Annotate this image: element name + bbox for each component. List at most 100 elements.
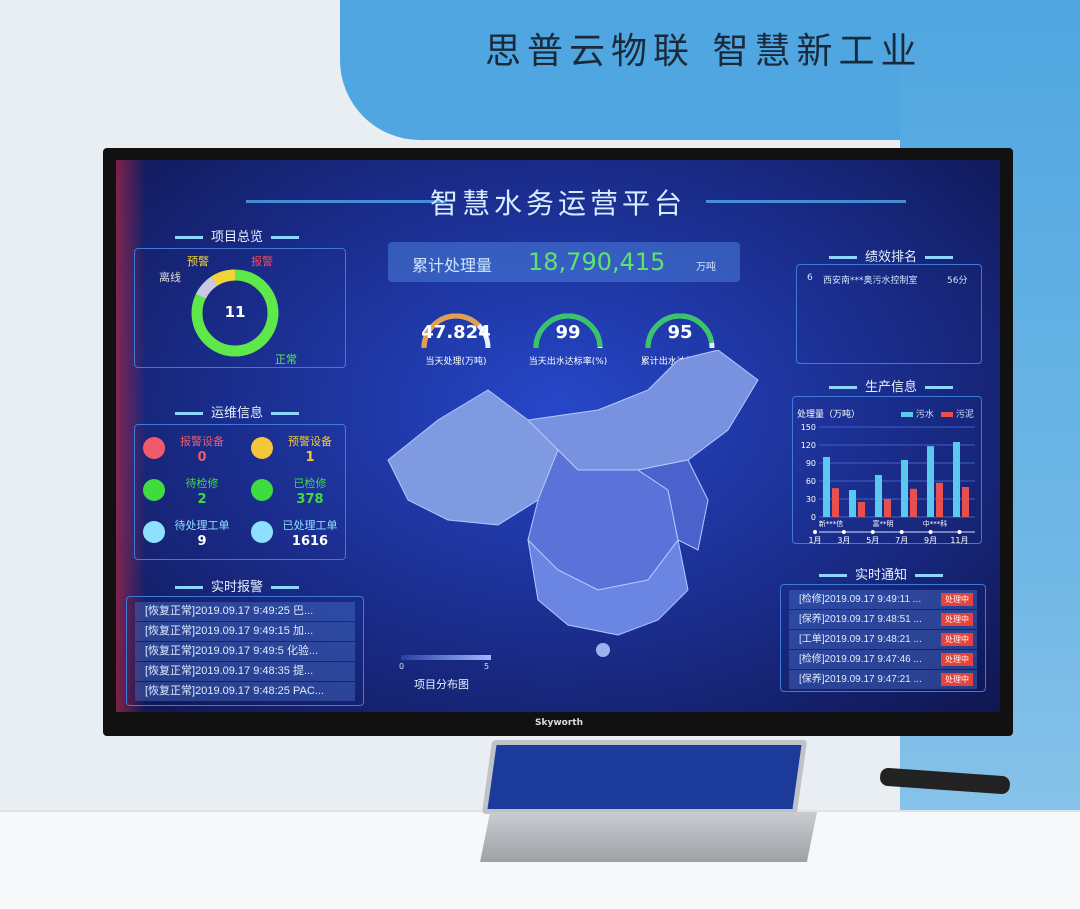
ops-value: 1616 bbox=[291, 534, 329, 549]
timeline-label: 3月 bbox=[837, 536, 850, 545]
gauge-label: 当天出水达标率(%) bbox=[528, 357, 608, 367]
timeline-label: 7月 bbox=[895, 536, 908, 545]
ops-value: 2 bbox=[197, 492, 207, 507]
ops-label: 已处理工单 bbox=[282, 519, 338, 532]
notice-row[interactable]: [检修]2019.09.17 9:49:11 ... 处理中 bbox=[789, 590, 977, 609]
china-map bbox=[387, 350, 759, 657]
timeline-dot[interactable] bbox=[813, 530, 817, 534]
wrench-icon bbox=[251, 479, 273, 501]
bar-污水 bbox=[927, 446, 934, 517]
gauge-label: 当天处理(万吨) bbox=[425, 357, 487, 367]
bar-污水 bbox=[901, 460, 908, 517]
legend-alarm: 报警 bbox=[251, 255, 273, 268]
overview-total: 11 bbox=[224, 303, 246, 321]
total-value: 18,790,415 bbox=[528, 248, 666, 276]
y-tick-label: 90 bbox=[806, 459, 816, 468]
legend-series-0: 污水 bbox=[901, 407, 934, 420]
ops-label: 待检修 bbox=[185, 477, 219, 490]
legend-series-1: 污泥 bbox=[941, 407, 974, 420]
laptop-base bbox=[480, 812, 817, 862]
gauge-0 bbox=[421, 313, 491, 349]
ranking-name[interactable]: 西安南***奥污水控制室 bbox=[823, 276, 918, 286]
ranking-score: 56分 bbox=[947, 276, 968, 286]
map-region-north bbox=[526, 350, 759, 471]
bar-污泥 bbox=[832, 488, 839, 517]
alarm-row[interactable]: [恢复正常]2019.09.17 9:49:15 加... bbox=[135, 622, 355, 641]
production-title: 生产信息 bbox=[786, 376, 996, 395]
ops-value: 9 bbox=[197, 534, 207, 549]
dashboard-screen: 智慧水务运营平台 项目总览 11 预警 报警 离线 正常 运维信息 报警设备 0… bbox=[116, 160, 1000, 712]
ops-label: 待处理工单 bbox=[174, 519, 230, 532]
timeline-dot[interactable] bbox=[899, 530, 904, 534]
bar-污泥 bbox=[936, 482, 943, 517]
status-badge[interactable]: 处理中 bbox=[941, 633, 973, 646]
laptop-screen bbox=[481, 740, 808, 814]
overview-title: 项目总览 bbox=[132, 226, 342, 245]
timeline-dot[interactable] bbox=[957, 530, 962, 534]
bar-污泥 bbox=[884, 499, 891, 517]
y-tick-label: 30 bbox=[806, 495, 816, 504]
timeline-label: 9月 bbox=[924, 536, 937, 545]
notice-row[interactable]: [保养]2019.09.17 9:47:21 ... 处理中 bbox=[789, 670, 977, 689]
map-legend-bar bbox=[401, 655, 491, 660]
map-legend-min: 0 bbox=[399, 662, 405, 671]
legend-offline: 离线 bbox=[159, 271, 181, 284]
alarm-row[interactable]: [恢复正常]2019.09.17 9:48:35 提... bbox=[135, 662, 355, 681]
overview-panel: 11 预警 报警 离线 正常 bbox=[134, 248, 346, 368]
alarm-row[interactable]: [恢复正常]2019.09.17 9:49:5 化验... bbox=[135, 642, 355, 661]
timeline-dot[interactable] bbox=[841, 530, 846, 534]
donut-warning-segment bbox=[191, 269, 279, 357]
alarm-device-icon bbox=[143, 437, 165, 459]
status-badge[interactable]: 处理中 bbox=[941, 673, 973, 686]
total-label: 累计处理量 bbox=[412, 256, 493, 275]
x-tick-label: 中***科 bbox=[923, 519, 948, 528]
ranking-title: 绩效排名 bbox=[786, 246, 996, 265]
gauge-1 bbox=[533, 313, 603, 349]
x-tick-label: 新***信 bbox=[819, 519, 844, 528]
ranking-rank: 6 bbox=[807, 273, 813, 283]
bar-污泥 bbox=[858, 502, 865, 517]
ops-value: 1 bbox=[305, 450, 315, 465]
notices-title: 实时通知 bbox=[776, 564, 986, 583]
map-title: 项目分布图 bbox=[414, 678, 469, 691]
map-legend-max: 5 bbox=[484, 662, 490, 671]
status-donut bbox=[191, 269, 279, 357]
bar-污水 bbox=[875, 475, 882, 517]
map-region-east bbox=[636, 459, 709, 551]
alarms-panel: [恢复正常]2019.09.17 9:49:25 巴... [恢复正常]2019.… bbox=[126, 596, 364, 706]
timeline-dot[interactable] bbox=[928, 530, 933, 534]
gauge-value: 99 bbox=[555, 322, 581, 343]
map-region-south bbox=[527, 538, 689, 636]
legend-normal: 正常 bbox=[275, 353, 297, 366]
gauge-2 bbox=[645, 313, 715, 349]
wall-slogan: 思普云物联 智慧新工业 bbox=[485, 31, 923, 72]
notice-row[interactable]: [工单]2019.09.17 9:48:21 ... 处理中 bbox=[789, 630, 977, 649]
bar-污泥 bbox=[962, 487, 969, 517]
document-icon bbox=[251, 521, 273, 543]
tv-brand: Skyworth bbox=[535, 718, 583, 728]
production-panel: 处理量（万吨） 污水 污泥 0 30 60 90 120 150 新***信 富**明 中***… bbox=[792, 396, 982, 545]
notices-panel: [检修]2019.09.17 9:49:11 ... 处理中 [保养]2019.09… bbox=[780, 584, 986, 692]
bar-污泥 bbox=[910, 488, 917, 517]
alarm-row[interactable]: [恢复正常]2019.09.17 9:48:25 PAC... bbox=[135, 682, 355, 701]
status-badge[interactable]: 处理中 bbox=[941, 613, 973, 626]
alarm-row[interactable]: [恢复正常]2019.09.17 9:49:25 巴... bbox=[135, 602, 355, 621]
notice-row[interactable]: [保养]2019.09.17 9:48:51 ... 处理中 bbox=[789, 610, 977, 629]
ops-label: 预警设备 bbox=[288, 435, 332, 448]
timeline-label: 5月 bbox=[866, 536, 879, 545]
timeline-label: 11月 bbox=[950, 536, 968, 545]
timeline-dot[interactable] bbox=[870, 530, 875, 534]
gauge-fill bbox=[421, 313, 481, 349]
bar-污水 bbox=[849, 490, 856, 517]
ops-label: 已检修 bbox=[293, 477, 327, 490]
notice-row[interactable]: [检修]2019.09.17 9:47:46 ... 处理中 bbox=[789, 650, 977, 669]
ops-title: 运维信息 bbox=[132, 402, 342, 421]
warning-device-icon bbox=[251, 437, 273, 459]
ranking-panel: 6 西安南***奥污水控制室 56分 bbox=[796, 264, 982, 364]
status-badge[interactable]: 处理中 bbox=[941, 653, 973, 666]
total-unit: 万吨 bbox=[696, 262, 716, 273]
total-banner: 累计处理量 18,790,415 万吨 bbox=[388, 242, 740, 282]
status-badge[interactable]: 处理中 bbox=[941, 593, 973, 606]
chart-title: 处理量（万吨） bbox=[797, 410, 861, 420]
ops-panel: 报警设备 0 预警设备 1 待检修 2 已检修 378 待处理工单 9 已处理工… bbox=[134, 424, 346, 560]
